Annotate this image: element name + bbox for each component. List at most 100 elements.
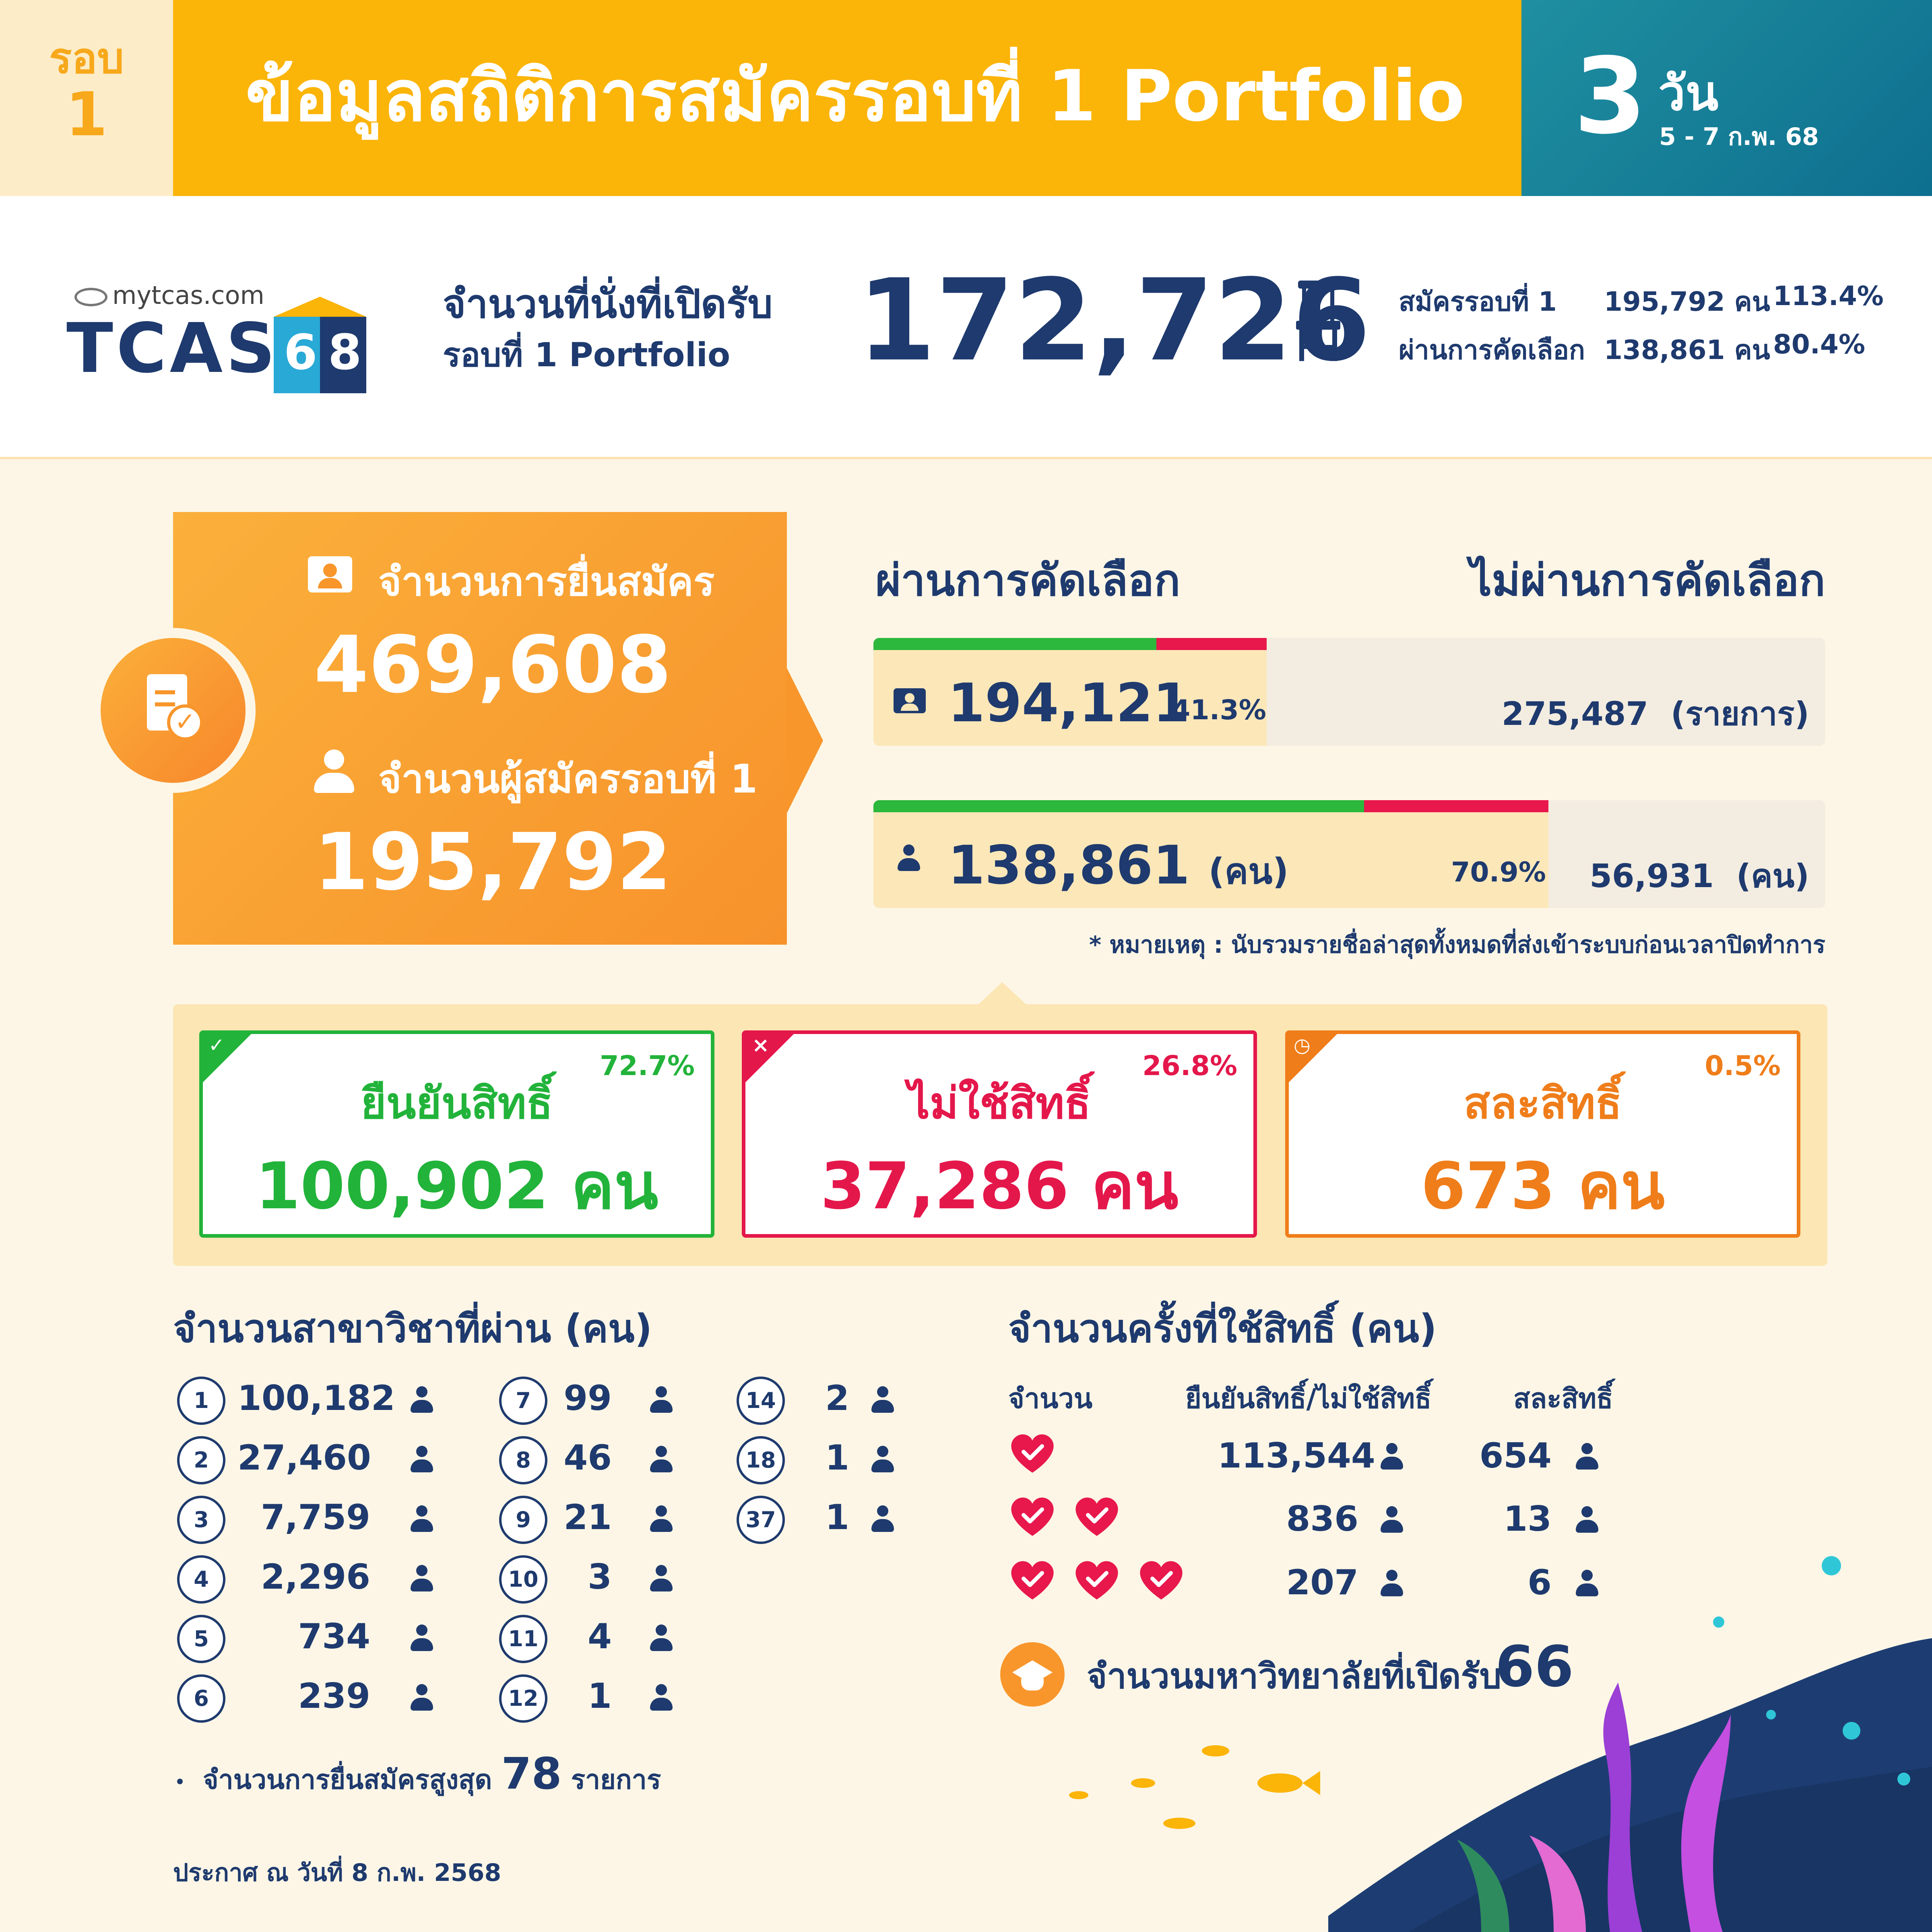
- majors-row: 3 7,759: [177, 1496, 443, 1555]
- status-arrow: [978, 982, 1026, 1005]
- user-icon: [871, 1446, 894, 1474]
- bullet: [177, 1778, 183, 1784]
- usage-header-count: จำนวน: [1008, 1383, 1093, 1415]
- seats-stat-label: ผ่านการคัดเลือก: [1399, 334, 1585, 365]
- usage-row: 836 13: [1008, 1494, 1612, 1542]
- year-book-icon: 6 8: [274, 297, 366, 393]
- majors-people: 1: [825, 1497, 849, 1538]
- year-digit-1: 6: [284, 325, 318, 381]
- chair-icon: [1296, 281, 1340, 361]
- univ-label: จำนวนมหาวิทยาลัยที่เปิดรับ: [1087, 1656, 1502, 1697]
- seats-label-line1: จำนวนที่นั่งที่เปิดรับ: [443, 281, 773, 327]
- fish-icon: [1163, 1818, 1195, 1829]
- bubble-icon: [1766, 1710, 1776, 1719]
- card-arrow: [787, 668, 823, 813]
- majors-count: 5: [177, 1615, 225, 1663]
- announce-date: ประกาศ ณ วันที่ 8 ก.พ. 2568: [173, 1859, 502, 1887]
- confirmed-value: 100,902 คน: [255, 1148, 658, 1224]
- date-range: 5 - 7 ก.พ. 68: [1659, 123, 1819, 151]
- usage-header-waive: สละสิทธิ์: [1513, 1383, 1613, 1415]
- declined-segment: [1156, 638, 1267, 650]
- majors-row: 37 1: [737, 1496, 922, 1555]
- user-icon: [650, 1684, 673, 1712]
- user-icon: [650, 1446, 673, 1474]
- pass-value: 194,121: [948, 672, 1190, 734]
- majors-row: 10 3: [499, 1555, 684, 1615]
- fail-value: 275,487 (รายการ): [1501, 695, 1809, 733]
- fish-icon: [1069, 1791, 1088, 1799]
- applications-label: จำนวนการยื่นสมัคร: [378, 559, 715, 605]
- user-icon: [871, 1386, 894, 1414]
- waived-card: ◷ 0.5% สละสิทธิ์ 673 คน: [1285, 1030, 1800, 1238]
- majors-people: 239: [298, 1676, 370, 1716]
- waived-value: 673 คน: [1420, 1148, 1665, 1224]
- timer-icon: ◷: [1294, 1034, 1311, 1057]
- seaweed-icon: [1457, 1839, 1509, 1932]
- majors-count: 8: [499, 1436, 547, 1484]
- user-icon: [411, 1684, 433, 1712]
- user-icon: [898, 844, 920, 873]
- majors-count: 18: [737, 1436, 785, 1484]
- declined-segment: [1364, 800, 1548, 812]
- user-icon: [314, 749, 354, 794]
- user-icon: [411, 1565, 433, 1593]
- majors-row: 14 2: [737, 1377, 922, 1436]
- majors-people: 1: [588, 1676, 612, 1716]
- declined-percent: 26.8%: [1142, 1050, 1237, 1082]
- majors-count: 6: [177, 1674, 225, 1723]
- confirmed-label: ยืนยันสิทธิ์: [361, 1078, 553, 1129]
- confirmed-percent: 72.7%: [600, 1050, 695, 1082]
- majors-column-3: 14 2 18 1 37 1: [737, 1377, 922, 1555]
- seats-stat-label: สมัครรอบที่ 1: [1399, 286, 1557, 317]
- mytcas-logo: mytcas.com TCAS 6 8: [66, 281, 372, 393]
- majors-people: 21: [564, 1497, 612, 1538]
- user-icon: [1381, 1570, 1403, 1598]
- bubble-icon: [1713, 1616, 1724, 1628]
- user-icon: [1381, 1443, 1403, 1471]
- declined-label: ไม่ใช้สิทธิ์: [908, 1078, 1091, 1129]
- majors-people: 734: [298, 1616, 370, 1657]
- majors-people: 27,460: [237, 1438, 371, 1478]
- majors-count: 7: [499, 1377, 547, 1425]
- heart-check-icon: [1140, 1561, 1183, 1600]
- days-badge: 3 วัน 5 - 7 ก.พ. 68: [1521, 0, 1932, 196]
- applicants-value: 195,792: [314, 816, 672, 908]
- user-icon: [650, 1505, 673, 1534]
- majors-people: 100,182: [237, 1378, 395, 1418]
- confirmed-segment: [873, 800, 1364, 812]
- pass-percent: 41.3%: [1171, 694, 1266, 726]
- page-title: ข้อมูลสถิติการสมัครรอบที่ 1 Portfolio: [246, 56, 1465, 137]
- seats-stat-value: 195,792 คน: [1604, 286, 1770, 317]
- days-word: วัน: [1658, 66, 1719, 122]
- majors-count: 14: [737, 1377, 785, 1425]
- seats-stat-percent: 113.4%: [1773, 281, 1884, 312]
- majors-row: 6 239: [177, 1674, 443, 1734]
- majors-column-2: 7 99 8 46 9 21 10 3 11 4 12 1: [499, 1377, 684, 1734]
- fish-icon: [1257, 1773, 1302, 1793]
- user-icon: [871, 1505, 894, 1534]
- folder-user-icon: [308, 556, 352, 592]
- declined-value: 37,286 คน: [820, 1148, 1179, 1224]
- fish-school: [1069, 1745, 1320, 1829]
- pass-fill: [873, 800, 1548, 908]
- majors-people: 2,296: [260, 1557, 370, 1597]
- graduation-cap-icon: [1000, 1642, 1065, 1707]
- user-icon: [411, 1505, 433, 1534]
- user-icon: [1576, 1506, 1598, 1534]
- univ-value: 66: [1495, 1634, 1574, 1700]
- majors-people: 99: [564, 1378, 612, 1418]
- applications-value: 469,608: [314, 619, 672, 710]
- majors-title: จำนวนสาขาวิชาที่ผ่าน (คน): [173, 1306, 652, 1351]
- seats-stat-value: 138,861 คน: [1604, 334, 1770, 365]
- majors-people: 4: [588, 1616, 612, 1657]
- usage-row: 113,544 654: [1008, 1431, 1612, 1479]
- confirmed-card: ✓ 72.7% ยืนยันสิทธิ์ 100,902 คน: [199, 1030, 714, 1238]
- pass-fill: [873, 638, 1267, 746]
- round-badge: รอบ 1: [0, 0, 173, 196]
- bubble-icon: [1897, 1773, 1910, 1785]
- seats-label-line2: รอบที่ 1 Portfolio: [443, 336, 731, 374]
- heart-check-icon: [1011, 1434, 1054, 1473]
- applicants-result-bar: 138,861 (คน) 70.9% 56,931 (คน): [873, 800, 1825, 908]
- seaweed-icon: [1681, 1715, 1731, 1932]
